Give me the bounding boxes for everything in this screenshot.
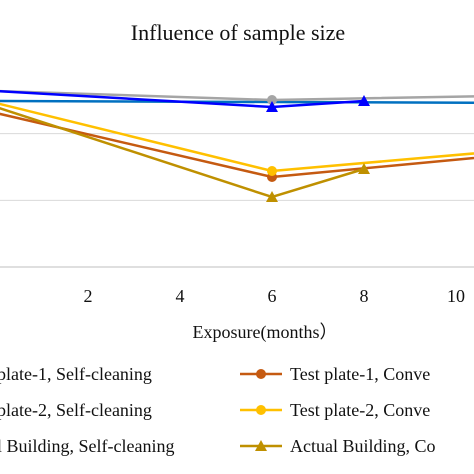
- data-point-series-6: [266, 191, 278, 202]
- x-tick-label: 4: [176, 286, 185, 306]
- series-line-4: [0, 102, 474, 173]
- legend-label-1: plate-1, Self-cleaning: [0, 364, 152, 384]
- legend-marker-2: [256, 405, 266, 415]
- data-point-series-6: [358, 163, 370, 174]
- x-axis-ticks: 2 4 6 8 10: [84, 286, 466, 306]
- data-point-series-5: [266, 101, 278, 112]
- grid-lines: [0, 133, 474, 268]
- legend-label-2: plate-2, Self-cleaning: [0, 400, 152, 420]
- legend-marker-3: [255, 440, 267, 451]
- legend-label-6: Actual Building, Co: [290, 436, 436, 456]
- legend-label-4: Test plate-1, Conve: [290, 364, 430, 384]
- x-tick-label: 10: [447, 286, 465, 306]
- legend-label-5: Test plate-2, Conve: [290, 400, 430, 420]
- series-line-6: [0, 106, 365, 199]
- x-tick-label: 6: [268, 286, 277, 306]
- legend-marker-1: [256, 369, 266, 379]
- data-point-series-5: [358, 95, 370, 106]
- data-point-series-3: [267, 95, 277, 105]
- series-line-1: [0, 99, 474, 104]
- chart-title: Influence of sample size: [131, 20, 345, 45]
- x-tick-label: 2: [84, 286, 93, 306]
- legend-label-3: l Building, Self-cleaning: [0, 436, 174, 456]
- series-group: [0, 89, 474, 202]
- x-axis-label: Exposure(months）: [193, 322, 338, 343]
- data-point-series-4: [267, 166, 277, 176]
- legend: plate-1, Self-cleaning plate-2, Self-cle…: [0, 364, 436, 456]
- x-tick-label: 8: [360, 286, 369, 306]
